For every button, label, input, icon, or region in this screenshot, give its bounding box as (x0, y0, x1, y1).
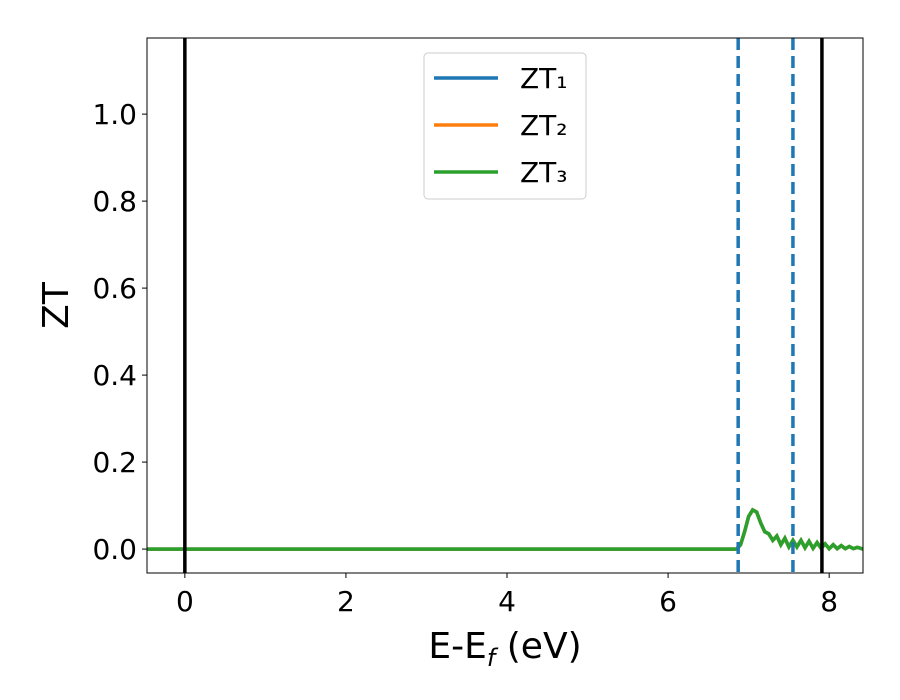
y-tick-label: 0.0 (92, 533, 137, 566)
text-part: (eV) (495, 626, 581, 667)
y-axis-label: ZT (36, 281, 77, 329)
y-tick-label: 0.8 (92, 185, 137, 218)
x-tick-label: 4 (498, 585, 516, 618)
x-tick-label: 6 (659, 585, 677, 618)
text-part: E-E (428, 626, 486, 667)
x-tick-label: 0 (176, 585, 194, 618)
plot-frame (146, 37, 864, 574)
legend-box (423, 52, 587, 200)
y-tick-label: 0.2 (92, 446, 137, 479)
legend-label: ZT₂ (520, 109, 568, 142)
y-tick-label: 1.0 (92, 98, 137, 131)
legend-label: ZT₃ (520, 156, 568, 189)
legend-label: ZT₁ (520, 62, 568, 95)
x-tick-label: 8 (820, 585, 838, 618)
x-tick-label: 2 (337, 585, 355, 618)
y-tick-label: 0.6 (92, 272, 137, 305)
series-line (147, 507, 863, 552)
x-axis-label: E-Ef (eV) (428, 626, 581, 672)
y-tick-label: 0.4 (92, 359, 137, 392)
